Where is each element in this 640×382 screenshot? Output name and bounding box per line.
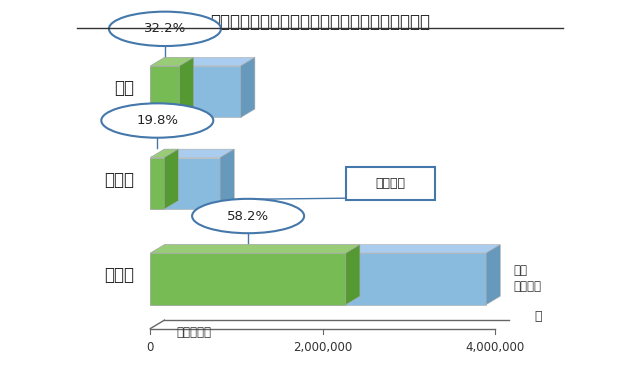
Text: トヨタ: トヨタ — [104, 266, 134, 284]
Ellipse shape — [192, 199, 304, 233]
Polygon shape — [150, 157, 164, 209]
Polygon shape — [150, 244, 500, 253]
Text: 32.2%: 32.2% — [144, 22, 186, 36]
Text: 日産: 日産 — [115, 79, 134, 97]
Polygon shape — [164, 149, 179, 209]
Text: 4,000,000: 4,000,000 — [465, 341, 524, 354]
Polygon shape — [150, 149, 234, 157]
Polygon shape — [150, 66, 179, 118]
Polygon shape — [150, 58, 193, 66]
Text: 台: 台 — [534, 310, 542, 323]
Polygon shape — [346, 244, 360, 305]
Ellipse shape — [101, 103, 213, 138]
Polygon shape — [150, 253, 486, 305]
Text: 国内
生産台数: 国内 生産台数 — [513, 264, 541, 293]
Ellipse shape — [109, 12, 221, 46]
Polygon shape — [220, 149, 234, 209]
Text: 58.2%: 58.2% — [227, 209, 269, 223]
Text: ホンダ: ホンダ — [104, 170, 134, 189]
Text: 内輸出台数: 内輸出台数 — [176, 325, 211, 339]
Polygon shape — [179, 58, 193, 118]
Polygon shape — [150, 244, 360, 253]
Text: 輸出比率: 輸出比率 — [376, 177, 405, 190]
Text: 0: 0 — [147, 341, 154, 354]
FancyBboxPatch shape — [346, 167, 435, 199]
Polygon shape — [150, 149, 179, 157]
Text: （図２）国内生産車はどれくら輸出されている？: （図２）国内生産車はどれくら輸出されている？ — [210, 13, 430, 31]
Polygon shape — [150, 157, 220, 209]
Polygon shape — [150, 66, 241, 118]
Polygon shape — [150, 253, 346, 305]
Text: 2,000,000: 2,000,000 — [293, 341, 352, 354]
Polygon shape — [486, 244, 500, 305]
Polygon shape — [150, 58, 255, 66]
Polygon shape — [241, 58, 255, 118]
Text: 19.8%: 19.8% — [136, 114, 179, 127]
